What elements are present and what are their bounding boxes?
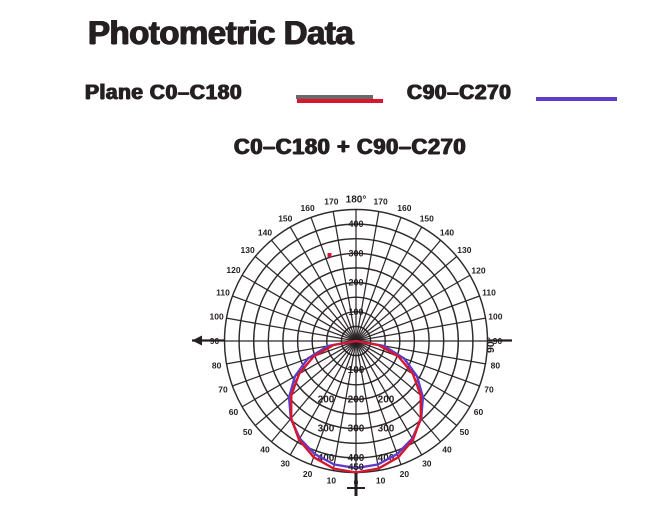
angle-label: 110 <box>216 288 230 298</box>
angle-label: 130 <box>457 245 471 255</box>
angle-label: 140 <box>440 228 454 238</box>
legend-line-swatch-purple <box>536 97 617 101</box>
angle-label: 160 <box>301 203 315 213</box>
legend-line-swatch-red <box>297 98 383 103</box>
ring-label-upper: 100 <box>348 307 363 317</box>
angle-label: 70 <box>218 384 228 394</box>
angle-label: 50 <box>243 427 253 437</box>
angle-label: 100 <box>488 311 502 321</box>
angle-label: 70 <box>484 384 494 394</box>
angle-label: 120 <box>471 265 485 275</box>
angle-label: 30 <box>280 459 290 469</box>
angle-label: 80 <box>491 361 501 371</box>
ring-label-upper: 200 <box>348 278 363 288</box>
angle-label: 160 <box>397 203 411 213</box>
ring-label-upper: 400 <box>348 219 363 229</box>
series-curve-c90-c270 <box>287 339 425 470</box>
angle-label: 100 <box>210 311 224 321</box>
peak-value-label: 450 <box>348 462 364 473</box>
angle-label: 30 <box>422 459 432 469</box>
legend-label-plane-c0-c180: Plane C0–C180 <box>85 81 243 104</box>
angle-label: 40 <box>442 444 452 454</box>
angle-label: 50 <box>460 427 470 437</box>
ring-label-lower: 400 <box>318 453 335 464</box>
angle-label: 10 <box>376 475 386 485</box>
marker-dot <box>327 253 332 257</box>
angle-label: 10 <box>327 475 337 485</box>
angle-label: 120 <box>226 265 240 275</box>
angle-label: 60 <box>229 407 239 417</box>
angle-label: 170 <box>324 197 338 207</box>
angle-label: 150 <box>278 214 292 224</box>
angle-label: 40 <box>260 444 270 454</box>
ring-label-lower: 100 <box>348 365 365 376</box>
angle-label: 20 <box>400 469 410 479</box>
ring-label-lower: 300 <box>378 424 395 435</box>
angle-label: 110 <box>482 288 496 298</box>
angle-label: 170 <box>374 197 388 207</box>
page-title: Photometric Data <box>88 14 354 51</box>
ring-label-lower: 400 <box>348 453 365 464</box>
chart-subtitle: C0–C180 + C90–C270 <box>233 134 467 159</box>
ring-label-upper: 300 <box>348 248 363 258</box>
angle-label: 180° <box>346 195 367 206</box>
legend-line-swatch-gray <box>296 95 373 99</box>
series-curve-plane-c0-c180 <box>290 339 422 474</box>
legend-label-c90-c270: C90–C270 <box>407 81 512 104</box>
angle-label: 20 <box>303 469 313 479</box>
angle-label: 80 <box>212 361 222 371</box>
right-axis-label: 90° <box>485 337 497 353</box>
angle-label: 140 <box>258 228 272 238</box>
ring-label-lower: 300 <box>348 424 365 435</box>
left-axis-arrow-icon <box>192 335 202 346</box>
ring-label-lower: 300 <box>318 424 335 435</box>
angle-label: 130 <box>241 245 255 255</box>
ring-label-lower: 200 <box>318 394 335 405</box>
ring-label-lower: 400 <box>378 453 395 464</box>
ring-label-lower: 200 <box>378 394 395 405</box>
angle-label: 60 <box>474 407 484 417</box>
angle-label: 150 <box>420 214 434 224</box>
ring-label-lower: 200 <box>348 394 365 405</box>
